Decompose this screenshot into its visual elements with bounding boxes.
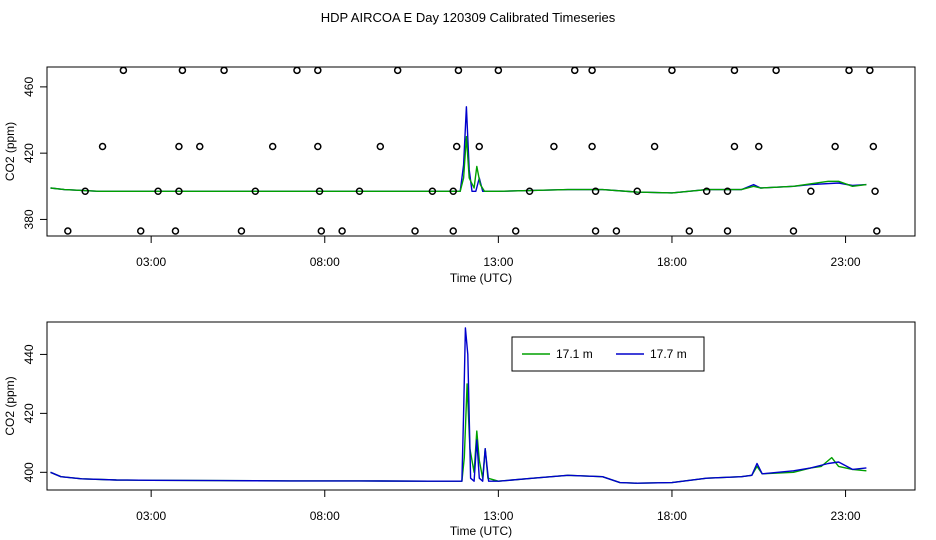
calibration-point — [789, 227, 798, 235]
y-axis-label: CO2 (ppm) — [3, 122, 17, 181]
x-tick-label: 08:00 — [310, 509, 340, 523]
calibration-point — [650, 142, 659, 151]
co2-panel-calibration: 03:00 08:00 13:00 18:00 23:00 380 420 460 Time (… — [3, 66, 916, 285]
calibration-point — [268, 142, 277, 151]
calibration-point — [293, 66, 301, 75]
calibration-point — [591, 187, 600, 196]
series-line — [50, 135, 867, 194]
calibration-point — [376, 142, 385, 151]
y-tick-label: 460 — [22, 77, 36, 97]
co2-panel-timeseries: 03:00 08:00 13:00 18:00 23:00 400 420 440 Time (… — [3, 321, 916, 538]
calibration-point — [723, 227, 732, 235]
calibration-point — [449, 187, 457, 196]
calibration-point — [411, 227, 419, 235]
calibration-point — [588, 66, 596, 75]
calibration-point — [730, 142, 739, 151]
calibration-point — [612, 227, 621, 235]
page-title: HDP AIRCOA E Day 120309 Calibrated Times… — [321, 10, 616, 25]
calibration-point — [525, 187, 534, 196]
calibration-point — [475, 142, 484, 151]
calibration-point — [314, 142, 322, 151]
calibration-point — [807, 187, 815, 196]
calibration-point — [237, 227, 246, 235]
plot-frame — [46, 321, 916, 491]
calibration-point — [845, 66, 853, 75]
calibration-point — [866, 66, 874, 75]
calibration-point — [570, 66, 579, 75]
calibration-point — [154, 187, 162, 196]
series-line — [50, 106, 867, 194]
y-tick-label: 420 — [22, 143, 36, 163]
x-tick-label: 23:00 — [831, 509, 861, 523]
calibration-point — [723, 187, 732, 196]
calibration-point — [702, 187, 711, 196]
calibration-point — [81, 187, 89, 196]
calibration-point — [136, 227, 145, 235]
y-tick-label: 420 — [22, 403, 36, 423]
legend-label: 17.1 m — [556, 347, 593, 361]
calibration-point — [869, 142, 878, 151]
calibration-point — [454, 66, 463, 75]
calibration-point — [755, 142, 763, 151]
calibration-point — [633, 187, 641, 196]
x-tick-label: 08:00 — [310, 255, 340, 269]
calibration-point — [251, 187, 260, 196]
calibration-point — [315, 187, 324, 196]
calibration-point — [317, 227, 326, 235]
calibration-point — [494, 66, 503, 75]
calibration-point — [314, 66, 322, 75]
calibration-point — [64, 227, 72, 235]
calibration-point — [355, 187, 364, 196]
calibration-point — [831, 142, 839, 151]
calibration-point — [449, 227, 457, 235]
calibration-point — [871, 187, 879, 196]
calibration-point — [119, 66, 128, 75]
calibration-point — [668, 66, 676, 75]
legend: 17.1 m 17.7 m — [511, 336, 705, 372]
x-tick-label: 13:00 — [483, 509, 513, 523]
calibration-point — [730, 66, 739, 75]
calibration-point — [98, 142, 107, 151]
calibration-point — [452, 142, 461, 151]
calibration-point — [175, 187, 183, 196]
x-tick-label: 03:00 — [136, 509, 166, 523]
calibration-point — [685, 227, 694, 235]
series-line — [50, 383, 867, 484]
calibration-point — [588, 142, 596, 151]
calibration-point — [220, 66, 228, 75]
y-tick-label: 380 — [22, 209, 36, 229]
calibration-point — [511, 227, 520, 235]
calibration-point — [171, 227, 180, 235]
x-axis-label: Time (UTC) — [450, 271, 512, 285]
x-axis-label: Time (UTC) — [450, 524, 512, 538]
calibration-point — [393, 66, 402, 75]
calibration-point — [178, 66, 187, 75]
calibration-point — [338, 227, 346, 235]
calibration-point — [550, 142, 558, 151]
y-axis-label: CO2 (ppm) — [3, 376, 17, 435]
x-tick-label: 18:00 — [657, 509, 687, 523]
calibration-point — [591, 227, 600, 235]
y-tick-label: 400 — [22, 462, 36, 482]
calibration-point — [196, 142, 204, 151]
x-tick-label: 03:00 — [136, 255, 166, 269]
series-line — [50, 327, 867, 484]
x-tick-label: 13:00 — [483, 255, 513, 269]
calibration-point — [428, 187, 437, 196]
x-tick-label: 18:00 — [657, 255, 687, 269]
legend-label: 17.7 m — [650, 347, 687, 361]
calibration-point — [772, 66, 780, 75]
x-tick-label: 23:00 — [831, 255, 861, 269]
calibration-point — [873, 227, 881, 235]
plot-frame — [46, 66, 916, 237]
calibration-point — [175, 142, 183, 151]
y-tick-label: 440 — [22, 344, 36, 364]
